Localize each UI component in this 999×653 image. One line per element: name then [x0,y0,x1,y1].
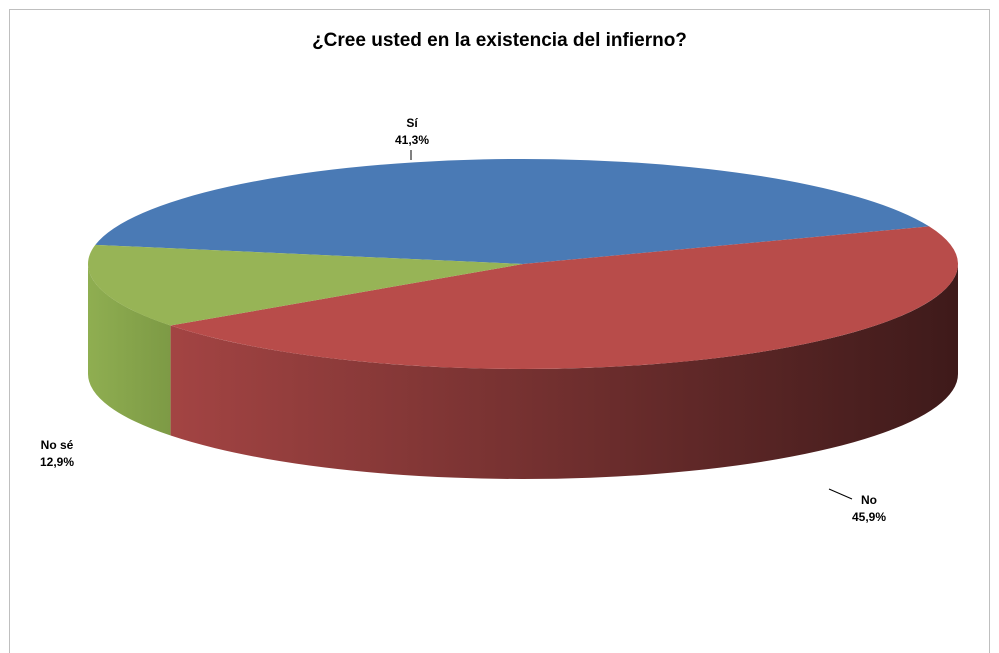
data-label-no-value: 45,9% [852,510,887,524]
chart-title: ¿Cree usted en la existencia del infiern… [312,30,687,51]
data-label-no-se-name: No sé [40,438,74,452]
data-label-no-name: No [861,493,878,507]
slice-si [95,158,930,264]
data-label-no: No 45,9% [852,492,886,526]
data-label-si-name: Sí [406,116,418,130]
data-label-si-value: 41,3% [395,133,430,147]
data-label-si: Sí 41,3% [395,115,429,149]
leader-line-no [828,488,853,500]
data-label-no-se: No sé 12,9% [40,437,74,471]
slice-side-no-se [88,264,171,436]
slice-side-no [170,264,959,479]
slice-no-se [88,244,524,326]
slice-no [170,226,959,369]
data-label-no-se-value: 12,9% [40,455,75,469]
